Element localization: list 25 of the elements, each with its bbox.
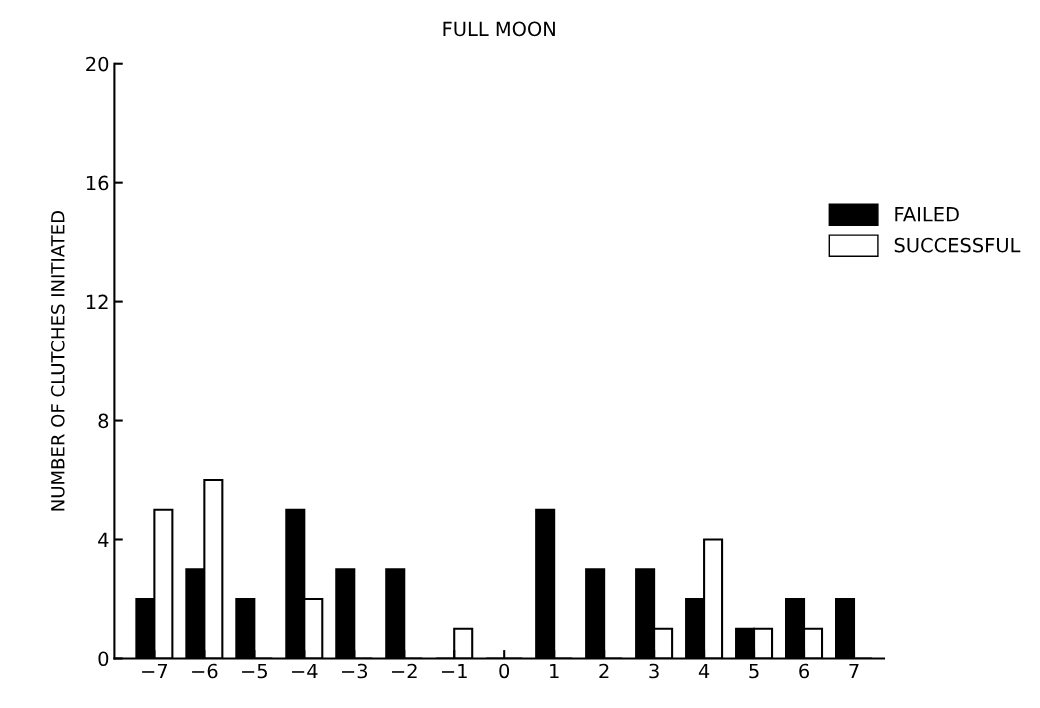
- legend-label: SUCCESSFUL: [894, 237, 1021, 253]
- x-tick-label: −3: [342, 663, 368, 679]
- x-tick-label: 2: [599, 663, 609, 679]
- x-tick-label: 7: [849, 663, 859, 679]
- y-tick-label: 4: [98, 532, 109, 547]
- x-tick-label: −2: [391, 663, 417, 679]
- y-tick-label: 16: [86, 175, 109, 191]
- y-tick-label: 0: [98, 651, 109, 667]
- x-tick-label: −1: [441, 663, 467, 679]
- chart-title: FULL MOON: [443, 21, 555, 37]
- x-tick-label: 4: [698, 663, 710, 679]
- x-tick-label: −5: [242, 663, 267, 679]
- y-tick-label: 12: [86, 294, 108, 309]
- x-tick-label: 6: [799, 663, 809, 679]
- x-tick-label: −6: [192, 663, 218, 679]
- x-tick-label: 5: [749, 663, 759, 679]
- legend-label: FAILED: [895, 207, 959, 222]
- x-tick-label: −4: [292, 663, 318, 679]
- x-tick-label: 3: [649, 663, 659, 679]
- x-tick-label: 1: [550, 663, 559, 679]
- y-tick-label: 8: [98, 413, 109, 429]
- x-tick-label: −7: [142, 663, 168, 679]
- x-tick-label: 0: [499, 663, 510, 679]
- y-axis-title: NUMBER OF CLUTCHES INITIATED: [50, 211, 65, 511]
- y-tick-label: 20: [86, 56, 109, 72]
